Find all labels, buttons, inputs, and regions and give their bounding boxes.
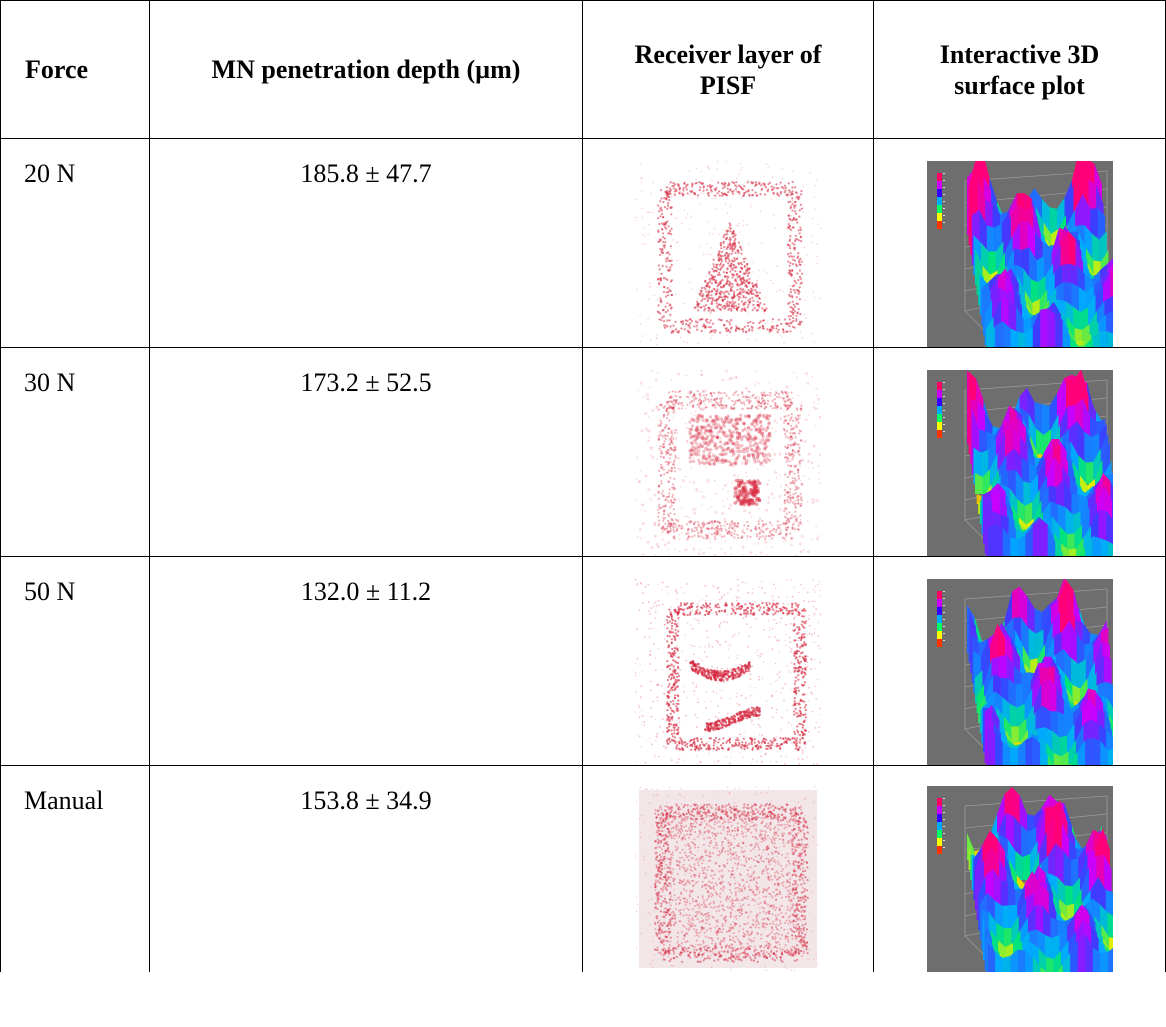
header-surface: Interactive 3D surface plot — [873, 0, 1166, 139]
depth-cell: 153.8 ± 34.9 — [149, 765, 583, 972]
receiver-layer-cell — [582, 347, 874, 557]
pisf-image — [635, 786, 821, 972]
surface-plot-image — [926, 579, 1113, 765]
surface-plot-image — [926, 161, 1113, 347]
header-receiver: Receiver layer of PISF — [582, 0, 874, 139]
force-cell: 20 N — [0, 138, 150, 348]
surface-plot-cell — [873, 765, 1166, 972]
depth-cell: 173.2 ± 52.5 — [149, 347, 583, 557]
pisf-image — [635, 370, 821, 556]
header-depth: MN penetration depth (µm) — [149, 0, 583, 139]
table-row: 30 N 173.2 ± 52.5 — [0, 347, 1166, 557]
results-table: Force MN penetration depth (µm) Receiver… — [0, 0, 1166, 972]
surface-plot-image — [926, 786, 1113, 972]
receiver-layer-cell — [582, 765, 874, 972]
receiver-layer-cell — [582, 556, 874, 766]
force-cell: 50 N — [0, 556, 150, 766]
depth-cell: 185.8 ± 47.7 — [149, 138, 583, 348]
receiver-layer-cell — [582, 138, 874, 348]
table-row: 20 N 185.8 ± 47.7 — [0, 138, 1166, 348]
header-force: Force — [0, 0, 150, 139]
pisf-image — [635, 579, 821, 765]
header-row: Force MN penetration depth (µm) Receiver… — [0, 0, 1166, 139]
surface-plot-cell — [873, 347, 1166, 557]
surface-plot-cell — [873, 138, 1166, 348]
force-cell: Manual — [0, 765, 150, 972]
surface-plot-image — [926, 370, 1113, 556]
pisf-image — [635, 161, 821, 347]
force-cell: 30 N — [0, 347, 150, 557]
surface-plot-cell — [873, 556, 1166, 766]
table-row: Manual 153.8 ± 34.9 — [0, 765, 1166, 972]
depth-cell: 132.0 ± 11.2 — [149, 556, 583, 766]
table-row: 50 N 132.0 ± 11.2 — [0, 556, 1166, 766]
